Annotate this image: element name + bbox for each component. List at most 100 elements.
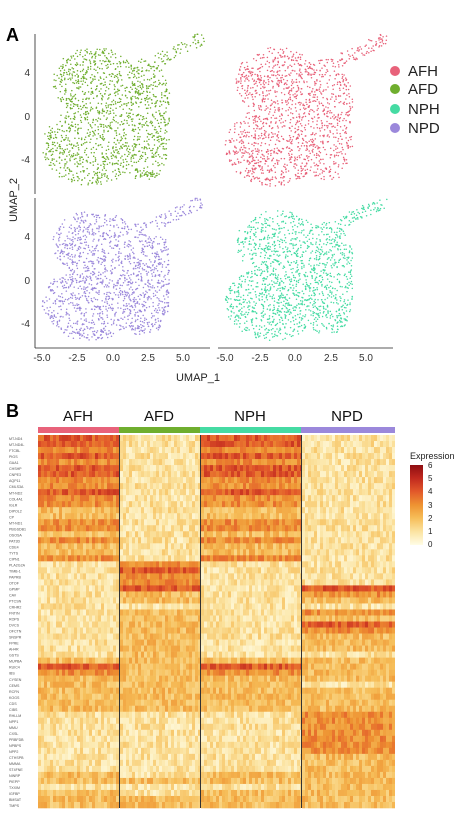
umap-point <box>249 155 251 157</box>
umap-point <box>76 152 79 154</box>
umap-point <box>104 81 106 83</box>
umap-point <box>277 57 279 59</box>
umap-point <box>161 96 163 99</box>
umap-point <box>109 73 111 76</box>
umap-point <box>107 88 110 90</box>
umap-point <box>104 325 107 328</box>
umap-point <box>245 94 248 97</box>
umap-point <box>332 133 334 135</box>
umap-point <box>41 305 44 308</box>
umap-point <box>72 273 74 275</box>
umap-point <box>242 142 245 144</box>
umap-point <box>128 124 130 126</box>
umap-point <box>62 303 64 305</box>
umap-point <box>85 257 88 260</box>
umap-point <box>148 85 150 88</box>
umap-point <box>311 304 314 306</box>
umap-point <box>347 139 350 142</box>
umap-point <box>318 251 321 254</box>
umap-point <box>298 135 301 137</box>
umap-point <box>112 287 115 289</box>
umap-point <box>193 36 195 39</box>
umap-point <box>236 299 239 301</box>
umap-point <box>183 212 186 215</box>
umap-point <box>336 151 338 154</box>
umap-point <box>52 289 54 292</box>
umap-point <box>295 59 297 62</box>
umap-point <box>115 177 118 180</box>
umap-point <box>168 282 170 285</box>
umap-point <box>279 70 281 72</box>
umap-point <box>64 88 67 90</box>
umap-point <box>276 328 278 330</box>
umap-point <box>166 249 168 251</box>
umap-point <box>254 133 256 135</box>
umap-point <box>129 310 132 313</box>
umap-point <box>66 262 68 264</box>
umap-point <box>102 59 104 62</box>
umap-point <box>287 309 289 312</box>
umap-point <box>343 101 346 103</box>
umap-point <box>72 263 74 265</box>
umap-point <box>80 287 83 290</box>
umap-point <box>229 128 232 131</box>
umap-point <box>100 103 103 105</box>
umap-point <box>143 331 146 334</box>
umap-point <box>284 166 286 168</box>
umap-point <box>120 252 122 255</box>
umap-point <box>306 103 308 106</box>
umap-point <box>231 137 233 140</box>
umap-point <box>105 305 107 308</box>
umap-point <box>314 268 316 271</box>
umap-point <box>247 85 249 87</box>
umap-point <box>123 119 126 121</box>
umap-point <box>61 285 64 287</box>
umap-point <box>84 149 86 152</box>
umap-point <box>100 97 103 100</box>
umap-point <box>102 139 105 141</box>
umap-point <box>318 103 321 105</box>
umap-point <box>290 81 293 83</box>
umap-point <box>150 323 153 326</box>
umap-point <box>125 295 128 297</box>
umap-point <box>294 70 296 72</box>
umap-point <box>240 146 243 149</box>
umap-point <box>147 281 149 283</box>
umap-point <box>68 231 70 233</box>
umap-point <box>262 97 264 100</box>
umap-point <box>316 114 319 116</box>
umap-point <box>103 221 106 224</box>
umap-point <box>318 160 321 162</box>
umap-point <box>98 111 101 114</box>
umap-point <box>233 290 236 293</box>
umap-point <box>130 286 132 288</box>
umap-point <box>178 44 180 46</box>
umap-point <box>333 144 335 146</box>
umap-point <box>237 86 239 89</box>
umap-point <box>271 159 274 161</box>
umap-point <box>357 47 359 49</box>
umap-point <box>276 139 278 141</box>
umap-point <box>273 300 276 302</box>
umap-point <box>43 301 46 304</box>
umap-point <box>321 75 323 78</box>
umap-point <box>143 79 145 81</box>
umap-point <box>307 92 310 95</box>
umap-point <box>339 89 341 92</box>
umap-point <box>163 164 165 166</box>
umap-point <box>186 50 189 52</box>
umap-point <box>262 118 265 121</box>
umap-point <box>83 58 85 60</box>
umap-point <box>97 163 99 165</box>
umap-point <box>96 172 98 175</box>
umap-point <box>99 118 102 120</box>
umap-point <box>74 137 76 139</box>
umap-point <box>153 144 156 146</box>
umap-point <box>158 141 160 143</box>
umap-point <box>308 101 311 103</box>
umap-point <box>114 312 116 315</box>
umap-point <box>101 153 103 155</box>
umap-point <box>128 260 131 263</box>
umap-point <box>289 161 292 164</box>
umap-point <box>89 275 91 278</box>
